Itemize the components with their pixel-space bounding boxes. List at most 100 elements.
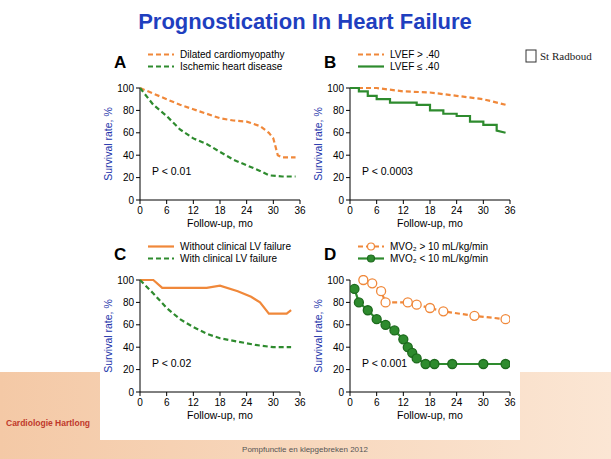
- y-tick-label: 80: [333, 105, 345, 116]
- y-tick: [346, 155, 350, 156]
- x-tick-label: 24: [451, 397, 463, 408]
- y-tick-label: 100: [327, 275, 344, 286]
- x-tick-label: 18: [424, 397, 436, 408]
- x-tick: [483, 392, 484, 396]
- slide-title: Prognostication In Heart Failure: [138, 9, 472, 34]
- y-tick-label: 80: [333, 297, 345, 308]
- x-tick: [403, 200, 404, 204]
- x-tick: [510, 392, 511, 396]
- legend-marker: [368, 255, 375, 262]
- x-tick-label: 36: [504, 205, 516, 216]
- y-tick: [346, 280, 350, 281]
- x-tick-label: 0: [137, 205, 143, 216]
- x-tick: [140, 392, 141, 396]
- y-tick: [346, 324, 350, 325]
- marker: [501, 360, 510, 369]
- panel: 020406080100061218243036Follow-up, moSur…: [312, 49, 516, 229]
- y-tick-label: 20: [123, 172, 135, 183]
- series-line: [140, 88, 296, 176]
- legend-line: [358, 53, 384, 55]
- y-tick: [346, 347, 350, 348]
- x-tick-label: 0: [347, 205, 353, 216]
- y-tick: [346, 200, 350, 201]
- y-tick-label: 60: [333, 127, 345, 138]
- x-tick-label: 0: [347, 397, 353, 408]
- slide: Prognostication In Heart Failure St Radbo…: [0, 0, 611, 459]
- y-tick: [346, 177, 350, 178]
- y-tick-label: 40: [123, 342, 135, 353]
- y-tick: [136, 302, 140, 303]
- annotation: P < 0.02: [152, 357, 191, 369]
- y-axis: [140, 280, 141, 392]
- panel-letter: C: [114, 245, 126, 264]
- y-tick: [136, 280, 140, 281]
- legend-line: [148, 65, 174, 67]
- series-group: [350, 88, 506, 133]
- x-tick-label: 12: [398, 397, 410, 408]
- legend-line: [148, 53, 174, 55]
- x-tick-label: 18: [424, 205, 436, 216]
- x-tick-label: 36: [504, 397, 516, 408]
- x-tick-label: 30: [268, 397, 280, 408]
- y-tick: [136, 177, 140, 178]
- x-axis-title: Follow-up, mo: [187, 217, 253, 229]
- series-line: [354, 289, 505, 364]
- series-group: [350, 276, 510, 369]
- x-tick: [430, 392, 431, 396]
- legend-line: [358, 65, 384, 67]
- x-tick-label: 30: [268, 205, 280, 216]
- marker: [363, 306, 372, 315]
- x-tick-label: 24: [241, 397, 253, 408]
- y-tick-label: 0: [338, 195, 344, 206]
- marker: [368, 279, 377, 288]
- series-group: [140, 280, 291, 347]
- panel-letter: B: [324, 53, 336, 72]
- marker: [403, 298, 412, 307]
- y-tick-label: 80: [123, 297, 135, 308]
- x-tick: [220, 200, 221, 204]
- y-tick-label: 80: [123, 105, 135, 116]
- series-line: [140, 88, 296, 157]
- x-tick-label: 24: [241, 205, 253, 216]
- legend-line: [148, 245, 174, 247]
- y-tick: [136, 155, 140, 156]
- x-tick: [376, 392, 377, 396]
- annotation: P < 0.0003: [362, 165, 413, 177]
- marker: [479, 360, 488, 369]
- series-line: [363, 280, 505, 319]
- x-tick-label: 30: [478, 205, 490, 216]
- marker: [501, 315, 510, 324]
- y-tick: [346, 88, 350, 89]
- marker: [430, 360, 439, 369]
- x-tick-label: 24: [451, 205, 463, 216]
- y-tick-label: 100: [117, 83, 134, 94]
- y-tick-label: 60: [123, 127, 135, 138]
- x-tick: [220, 392, 221, 396]
- x-axis-title: Follow-up, mo: [397, 217, 463, 229]
- y-axis-title: Survival rate, %: [102, 299, 114, 373]
- x-tick: [273, 200, 274, 204]
- legend-label: Ischemic heart disease: [180, 61, 283, 72]
- y-tick: [346, 132, 350, 133]
- y-tick: [346, 369, 350, 370]
- x-tick-label: 12: [188, 397, 200, 408]
- y-tick: [136, 88, 140, 89]
- legend-label: LVEF > .40: [390, 49, 440, 60]
- x-tick-label: 18: [214, 205, 226, 216]
- logo-text: St Radboud: [540, 50, 592, 62]
- y-tick-label: 100: [327, 83, 344, 94]
- x-tick-label: 0: [137, 397, 143, 408]
- y-axis: [140, 88, 141, 200]
- marker: [421, 360, 430, 369]
- marker: [412, 354, 421, 363]
- annotation: P < 0.001: [362, 357, 407, 369]
- x-tick-label: 18: [214, 397, 226, 408]
- x-tick-label: 6: [164, 397, 170, 408]
- panel-letter: A: [114, 53, 126, 72]
- marker: [372, 315, 381, 324]
- y-tick-label: 20: [333, 172, 345, 183]
- y-tick-label: 100: [117, 275, 134, 286]
- x-tick: [456, 392, 457, 396]
- legend-label: MVO₂ > 10 mL/kg/min: [390, 241, 488, 252]
- panel: 020406080100061218243036Follow-up, moSur…: [102, 241, 306, 421]
